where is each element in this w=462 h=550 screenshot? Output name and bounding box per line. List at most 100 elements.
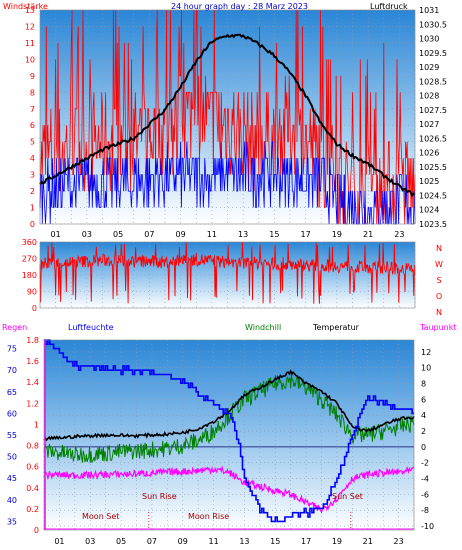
compass-label: S (436, 276, 441, 285)
y-tick-label: 1024 (419, 206, 439, 215)
y-tick-label: 60 (7, 409, 17, 418)
x-tick-label: 17 (301, 537, 311, 546)
panel-2-series (39, 241, 416, 304)
x-tick-label: 11 (207, 230, 217, 239)
x-tick-label: 03 (82, 230, 92, 239)
panel-1-x-ticks: 01 03 05 07 09 11 13 15 17 19 21 23 (51, 230, 405, 239)
y-tick-label: 1027 (419, 120, 439, 129)
y-tick-label: 6 (421, 395, 426, 404)
wind-direction-line (39, 241, 416, 304)
y-tick-label: 65 (7, 388, 17, 397)
astro-annotation: Sun Set (332, 492, 363, 501)
windchill-line (43, 373, 415, 463)
y-tick-label: 5 (30, 138, 35, 147)
astro-annotation: Moon Rise (188, 512, 229, 521)
y-tick-label: -8 (421, 506, 429, 515)
panel-1-series (39, 9, 416, 225)
x-tick-label: 15 (270, 537, 280, 546)
y-tick-label: 0 (421, 443, 426, 452)
legend-entry: Taupunkt (419, 323, 457, 332)
humidity-line (44, 339, 414, 523)
y-tick-label: 1025 (419, 177, 439, 186)
y-tick-label: 7 (30, 105, 35, 114)
y-tick-label: 75 (7, 345, 17, 354)
wind-speed-axis-title: Windstärke (3, 2, 48, 11)
y-tick-label: 13 (25, 6, 35, 15)
y-tick-label: 1.4 (26, 378, 39, 387)
x-tick-label: 13 (238, 230, 248, 239)
y-tick-label: 45 (7, 474, 17, 483)
y-tick-label: 180 (22, 271, 37, 280)
astro-annotation: Moon Set (82, 512, 119, 521)
dewpoint-line (43, 465, 415, 514)
y-tick-label: 1026 (419, 149, 439, 158)
panel-3-x-ticks: 01 03 05 07 09 11 13 15 17 19 21 23 (54, 537, 403, 546)
y-tick-label: 1027.5 (419, 106, 447, 115)
x-tick-label: 19 (332, 230, 342, 239)
x-tick-label: 01 (51, 230, 61, 239)
y-tick-label: 1030 (419, 35, 439, 44)
y-tick-label: 1031 (419, 6, 439, 15)
x-tick-label: 05 (113, 230, 123, 239)
y-tick-label: 1029.5 (419, 49, 447, 58)
panel-3-frame (43, 339, 415, 531)
chart-title: 24 hour graph day : 28 Marz 2023 (171, 2, 308, 11)
y-tick-label: 1.8 (26, 336, 39, 345)
pressure-axis-title: Luftdruck (370, 2, 408, 11)
wind-pressure-panel: Windstärke 24 hour graph day : 28 Marz 2… (3, 2, 447, 239)
y-tick-label: -6 (421, 490, 429, 499)
x-tick-label: 09 (178, 537, 188, 546)
y-tick-label: 1030.5 (419, 20, 447, 29)
y-tick-label: 4 (421, 411, 426, 420)
x-tick-label: 01 (54, 537, 64, 546)
y-tick-label: 1023.5 (419, 220, 447, 229)
x-tick-label: 21 (363, 230, 373, 239)
panel-1-frame (39, 9, 416, 225)
compass-label: W (435, 260, 443, 269)
x-tick-label: 13 (239, 537, 249, 546)
y-tick-label: 9 (30, 72, 35, 81)
y-tick-label: 50 (7, 453, 17, 462)
y-tick-label: 12 (421, 348, 431, 357)
y-tick-label: 0 (32, 304, 37, 313)
astro-annotations: Moon Set Sun Rise Moon Rise Sun Set (82, 492, 363, 530)
y-tick-label: 8 (30, 88, 35, 97)
x-tick-label: 19 (332, 537, 342, 546)
y-tick-label: 1 (34, 420, 39, 429)
x-tick-label: 23 (394, 230, 404, 239)
y-tick-label: -4 (421, 475, 429, 484)
y-tick-label: -10 (421, 522, 434, 531)
pressure-y-ticks: 1023.5 1024 1024.5 1025 1025.5 1026 1026.5 1027… (419, 6, 447, 229)
y-tick-label: 270 (22, 255, 37, 264)
legend-entry: Temperatur (312, 323, 360, 332)
x-tick-label: 23 (393, 537, 403, 546)
panel-3-series (43, 339, 415, 530)
compass-label: O (436, 292, 442, 301)
y-tick-label: 1028.5 (419, 77, 447, 86)
y-tick-label: 0.8 (26, 442, 39, 451)
y-tick-label: 1.2 (26, 399, 39, 408)
temperature-line (43, 369, 415, 442)
x-tick-label: 03 (85, 537, 95, 546)
x-tick-label: 07 (144, 230, 154, 239)
x-tick-label: 07 (147, 537, 157, 546)
y-tick-label: 0 (30, 220, 35, 229)
y-tick-label: 360 (22, 238, 37, 247)
y-tick-label: 35 (7, 517, 17, 526)
y-tick-label: 90 (27, 288, 37, 297)
y-tick-label: 1024.5 (419, 191, 447, 200)
direction-degree-ticks: 0 90 180 270 360 (22, 238, 37, 313)
x-tick-label: 15 (269, 230, 279, 239)
y-tick-label: 40 (7, 496, 17, 505)
legend-entry: Windchill (245, 323, 281, 332)
y-tick-label: 8 (421, 380, 426, 389)
y-tick-label: 70 (7, 366, 17, 375)
rain-y-ticks: 0 0.2 0.4 0.6 0.8 1 1.2 1.4 1.6 1.8 (26, 336, 39, 535)
y-tick-label: 1029 (419, 63, 439, 72)
y-tick-label: 1 (30, 204, 35, 213)
compass-label: N (436, 308, 442, 317)
gust-line (39, 141, 416, 225)
